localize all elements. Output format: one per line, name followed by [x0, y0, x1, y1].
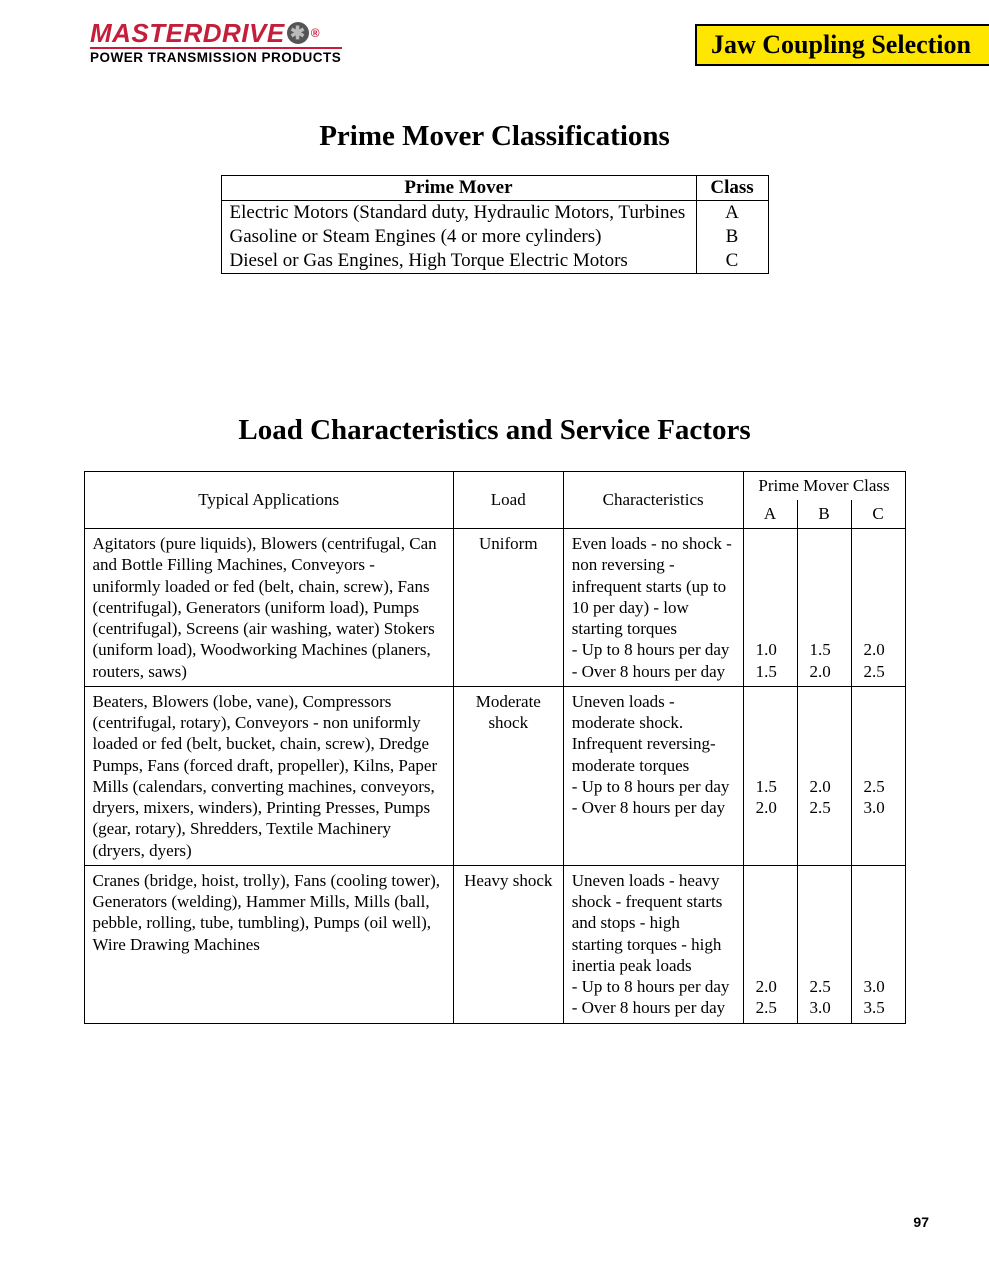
page-header: MASTERDRIVE ® POWER TRANSMISSION PRODUCT… [0, 20, 989, 66]
t2-load: Moderate shock [453, 686, 563, 865]
table-row: Cranes (bridge, hoist, trolly), Fans (co… [84, 865, 905, 1023]
t2-a: 1.5 2.0 [743, 686, 797, 865]
t1-mover: Electric Motors (Standard duty, Hydrauli… [221, 201, 696, 226]
t2-applications: Beaters, Blowers (lobe, vane), Compresso… [84, 686, 453, 865]
t2-load: Uniform [453, 529, 563, 687]
brand-logo: MASTERDRIVE ® POWER TRANSMISSION PRODUCT… [90, 20, 342, 65]
page-title-banner: Jaw Coupling Selection [695, 24, 989, 66]
t2-head-c: C [851, 500, 905, 529]
registered-icon: ® [311, 27, 320, 39]
t2-head-load: Load [453, 472, 563, 529]
gear-icon [287, 22, 309, 44]
t2-head-b: B [797, 500, 851, 529]
table-row: Agitators (pure liquids), Blowers (centr… [84, 529, 905, 687]
t2-b: 1.5 2.0 [797, 529, 851, 687]
table-row: Gasoline or Steam Engines (4 or more cyl… [221, 225, 768, 249]
t1-head-class: Class [696, 176, 768, 201]
t2-characteristics: Uneven loads - heavy shock - frequent st… [563, 865, 743, 1023]
t1-class: A [696, 201, 768, 226]
t2-load: Heavy shock [453, 865, 563, 1023]
logo-subtitle: POWER TRANSMISSION PRODUCTS [90, 47, 342, 65]
t1-head-mover: Prime Mover [221, 176, 696, 201]
t2-applications: Agitators (pure liquids), Blowers (centr… [84, 529, 453, 687]
t1-class: B [696, 225, 768, 249]
section2-title: Load Characteristics and Service Factors [0, 414, 989, 447]
logo-main-line: MASTERDRIVE ® [90, 20, 320, 46]
t2-a: 1.0 1.5 [743, 529, 797, 687]
t2-characteristics: Even loads - no shock - non reversing - … [563, 529, 743, 687]
t2-c: 3.0 3.5 [851, 865, 905, 1023]
t2-characteristics: Uneven loads - moderate shock. Infrequen… [563, 686, 743, 865]
table-row: Beaters, Blowers (lobe, vane), Compresso… [84, 686, 905, 865]
section1-title: Prime Mover Classifications [0, 120, 989, 153]
t1-mover: Diesel or Gas Engines, High Torque Elect… [221, 249, 696, 274]
logo-text: MASTERDRIVE [90, 20, 285, 46]
load-factors-table: Typical Applications Load Characteristic… [84, 471, 906, 1024]
t2-head-applications: Typical Applications [84, 472, 453, 529]
table-row: Diesel or Gas Engines, High Torque Elect… [221, 249, 768, 274]
t2-a: 2.0 2.5 [743, 865, 797, 1023]
t1-mover: Gasoline or Steam Engines (4 or more cyl… [221, 225, 696, 249]
page-number: 97 [913, 1214, 929, 1230]
t2-c: 2.5 3.0 [851, 686, 905, 865]
t1-class: C [696, 249, 768, 274]
t2-head-characteristics: Characteristics [563, 472, 743, 529]
t2-applications: Cranes (bridge, hoist, trolly), Fans (co… [84, 865, 453, 1023]
table-row: Electric Motors (Standard duty, Hydrauli… [221, 201, 768, 226]
t2-c: 2.0 2.5 [851, 529, 905, 687]
t2-head-a: A [743, 500, 797, 529]
t2-head-pmc: Prime Mover Class [743, 472, 905, 501]
t2-b: 2.5 3.0 [797, 865, 851, 1023]
prime-mover-table: Prime Mover Class Electric Motors (Stand… [221, 175, 769, 274]
t2-b: 2.0 2.5 [797, 686, 851, 865]
